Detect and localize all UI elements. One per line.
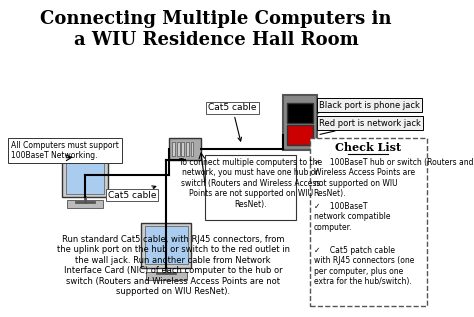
Text: Connecting Multiple Computers in
a WIU Residence Hall Room: Connecting Multiple Computers in a WIU R… bbox=[40, 10, 392, 49]
Text: ✓    100BaseT hub or switch (Routers and
Wireless Access Points are
not supporte: ✓ 100BaseT hub or switch (Routers and Wi… bbox=[314, 158, 473, 198]
Text: Red port is network jack: Red port is network jack bbox=[319, 119, 421, 134]
Bar bbox=[141, 223, 191, 268]
Bar bbox=[66, 200, 103, 208]
Bar bbox=[283, 95, 317, 150]
Bar bbox=[287, 103, 313, 123]
Text: ✓    Cat5 patch cable
with RJ45 connectors (one
per computer, plus one
extra for: ✓ Cat5 patch cable with RJ45 connectors … bbox=[314, 246, 414, 286]
Bar bbox=[310, 138, 427, 306]
Bar bbox=[146, 272, 187, 280]
Bar bbox=[191, 142, 193, 156]
Text: All Computers must support
100BaseT Networking.: All Computers must support 100BaseT Netw… bbox=[11, 141, 119, 160]
Bar bbox=[205, 155, 296, 220]
Bar bbox=[62, 152, 108, 197]
Text: ✓    100BaseT
network compatible
computer.: ✓ 100BaseT network compatible computer. bbox=[314, 202, 390, 232]
Text: Run standard Cat5 cable, with RJ45 connectors, from
the uplink port on the hub o: Run standard Cat5 cable, with RJ45 conne… bbox=[57, 235, 290, 296]
Bar bbox=[145, 226, 188, 264]
Bar bbox=[186, 142, 189, 156]
Text: Black port is phone jack: Black port is phone jack bbox=[317, 100, 420, 113]
Bar bbox=[287, 125, 313, 145]
Bar bbox=[173, 142, 175, 156]
Bar bbox=[169, 138, 201, 160]
Bar bbox=[182, 142, 184, 156]
Text: Cat5 cable: Cat5 cable bbox=[208, 103, 257, 141]
Text: Cat5 cable: Cat5 cable bbox=[108, 186, 156, 199]
Bar bbox=[65, 158, 104, 194]
Bar bbox=[177, 142, 180, 156]
Text: To connect multiple computers to the
network, you must have one hub or
switch (R: To connect multiple computers to the net… bbox=[179, 158, 322, 209]
Text: Check List: Check List bbox=[335, 142, 401, 153]
